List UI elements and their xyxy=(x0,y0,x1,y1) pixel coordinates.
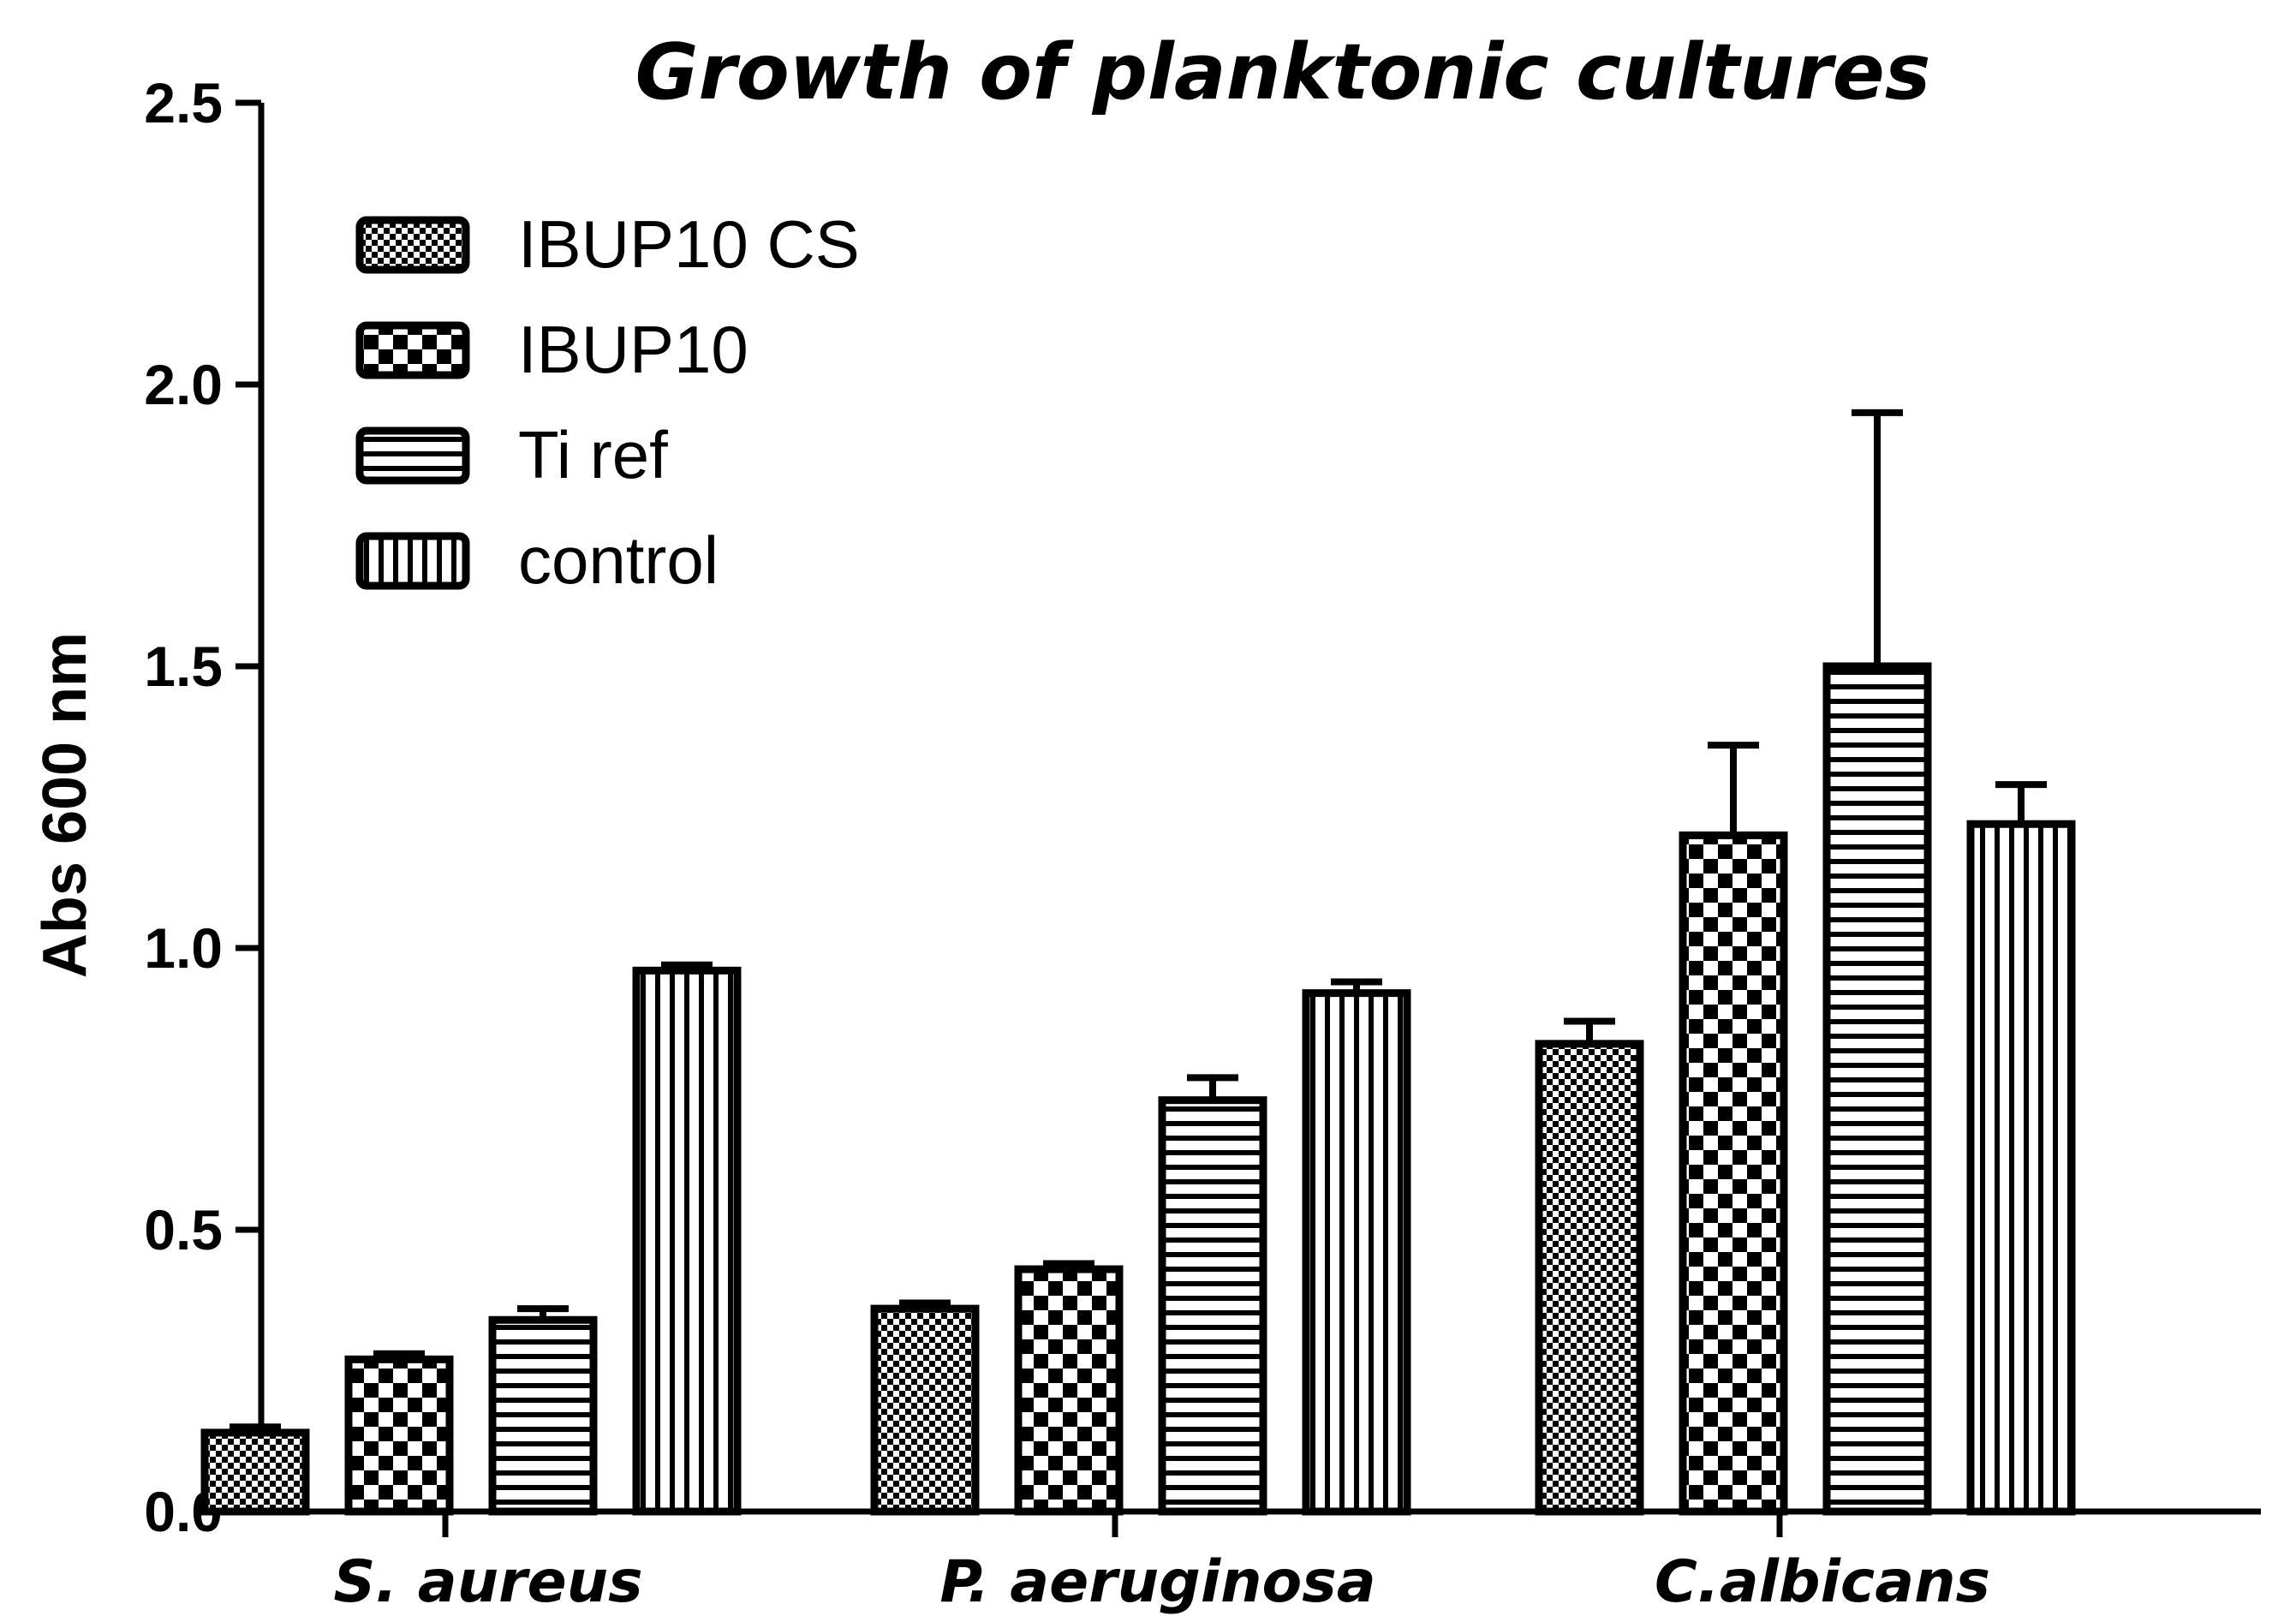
y-tick-label: 0.5 xyxy=(144,1198,223,1261)
bar-ibup10-0 xyxy=(344,1355,454,1516)
y-tick-label: 2.5 xyxy=(144,71,223,134)
bar-control-2 xyxy=(1966,820,2076,1516)
legend-label: IBUP10 xyxy=(518,312,748,387)
y-tick-label: 1.5 xyxy=(144,635,223,698)
bar-ibup10-1 xyxy=(1014,1265,1124,1516)
legend-swatch-ibup10 xyxy=(355,321,470,379)
legend-label: Ti ref xyxy=(518,417,668,492)
legend-label: IBUP10 CS xyxy=(518,206,860,282)
chart-title: Growth of planktonic cultures xyxy=(635,27,1931,117)
bar-ibup10-2 xyxy=(1679,831,1788,1516)
legend-swatch-ti-ref xyxy=(355,426,470,485)
bar-ibup10-cs-1 xyxy=(870,1304,980,1516)
y-tick-label: 1.0 xyxy=(144,916,223,980)
bar-ibup10-cs-2 xyxy=(1535,1040,1644,1516)
x-tick-label: P. aeruginosa xyxy=(939,1548,1375,1616)
bar-control-0 xyxy=(632,966,742,1516)
bar-ti-ref-2 xyxy=(1822,662,1932,1516)
plot-area: 0.00.51.01.52.02.5S. aureus P. aeruginosa… xyxy=(144,71,2261,1616)
legend-swatch-control xyxy=(355,532,470,590)
x-tick-label: S. aureus xyxy=(333,1548,642,1616)
bar-control-1 xyxy=(1302,989,1411,1516)
bar-ti-ref-1 xyxy=(1158,1096,1267,1516)
legend: IBUP10 CS IBUP10 Ti ref control xyxy=(355,206,860,598)
y-tick-label: 2.0 xyxy=(144,353,223,416)
legend-label: control xyxy=(518,522,719,598)
bar-ibup10-cs-0 xyxy=(200,1428,310,1516)
y-axis-label: Abs 600 nm xyxy=(31,632,99,978)
legend-swatch-ibup10-cs xyxy=(355,216,470,274)
bar-ti-ref-0 xyxy=(488,1315,598,1516)
x-tick-label: C.albicans xyxy=(1655,1548,1990,1616)
